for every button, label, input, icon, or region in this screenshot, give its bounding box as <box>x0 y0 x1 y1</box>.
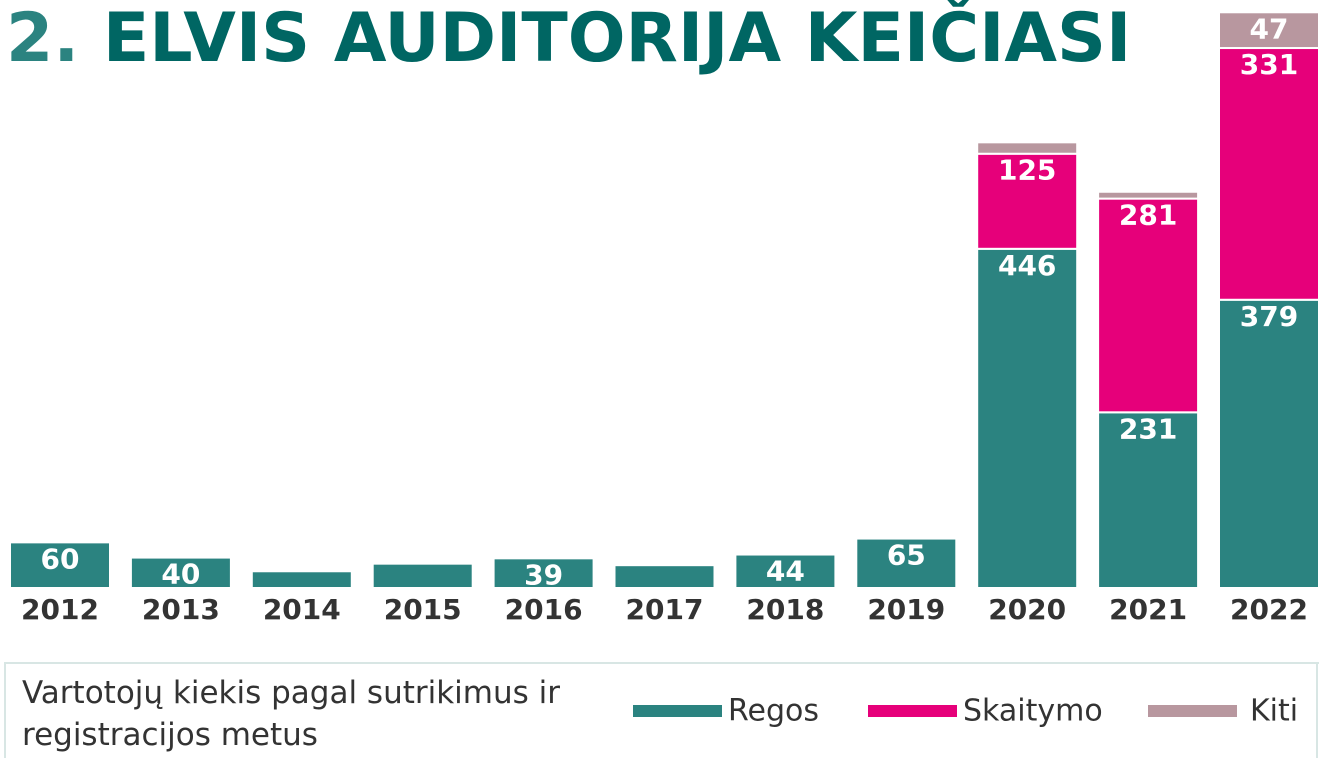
data-label: 44 <box>766 555 805 588</box>
data-label: 65 <box>887 539 926 572</box>
x-tick-label: 2018 <box>746 593 824 626</box>
legend-swatch <box>1148 705 1237 717</box>
bar-segment <box>1218 11 1319 50</box>
note: Vartotojų kiekis pagal sutrikimus ir reg… <box>22 675 561 753</box>
bar-segment <box>613 564 716 589</box>
data-label: 39 <box>524 558 563 591</box>
bar-segment <box>976 141 1079 155</box>
chart-title: 2. ELVIS AUDITORIJA KEIČIASI <box>6 0 1131 78</box>
legend-swatch <box>868 705 957 717</box>
x-tick-label: 2019 <box>867 593 945 626</box>
data-label: 281 <box>1119 199 1177 232</box>
x-tick-label: 2012 <box>21 593 99 626</box>
legend-label: Kiti <box>1250 694 1298 729</box>
bar-segment <box>976 247 1079 589</box>
bar-segment <box>1218 47 1319 301</box>
x-tick-label: 2016 <box>505 593 583 626</box>
bar-segment <box>1097 190 1200 200</box>
bar-segment <box>129 556 232 589</box>
bar-segment <box>371 562 474 589</box>
bar-segment <box>1097 411 1200 589</box>
data-label: 379 <box>1240 300 1298 333</box>
data-label: 231 <box>1119 412 1177 445</box>
x-tick-label: 2021 <box>1109 593 1187 626</box>
bar-segment <box>1097 197 1200 414</box>
legend-label: Regos <box>728 694 819 729</box>
data-label: 125 <box>998 154 1056 187</box>
x-tick-label: 2015 <box>384 593 462 626</box>
x-tick-label: 2020 <box>988 593 1066 626</box>
bar-segment <box>855 537 958 590</box>
legend-label: Skaitymo <box>963 694 1103 729</box>
bar-segment <box>1218 298 1319 589</box>
bar-segment <box>9 541 111 589</box>
data-label: 47 <box>1250 12 1289 45</box>
data-label: 60 <box>41 542 80 575</box>
bar-segment <box>250 570 353 590</box>
bar-segment <box>734 553 837 590</box>
data-label: 331 <box>1240 48 1298 81</box>
x-tick-label: 2022 <box>1230 593 1308 626</box>
data-label: 40 <box>161 558 200 591</box>
legend-swatch <box>633 705 722 717</box>
x-tick-label: 2013 <box>142 593 220 626</box>
x-tick-label: 2017 <box>626 593 704 626</box>
bar-segment <box>976 152 1079 250</box>
x-tick-label: 2014 <box>263 593 341 626</box>
data-label: 446 <box>998 249 1056 282</box>
bar-segment <box>492 557 595 590</box>
